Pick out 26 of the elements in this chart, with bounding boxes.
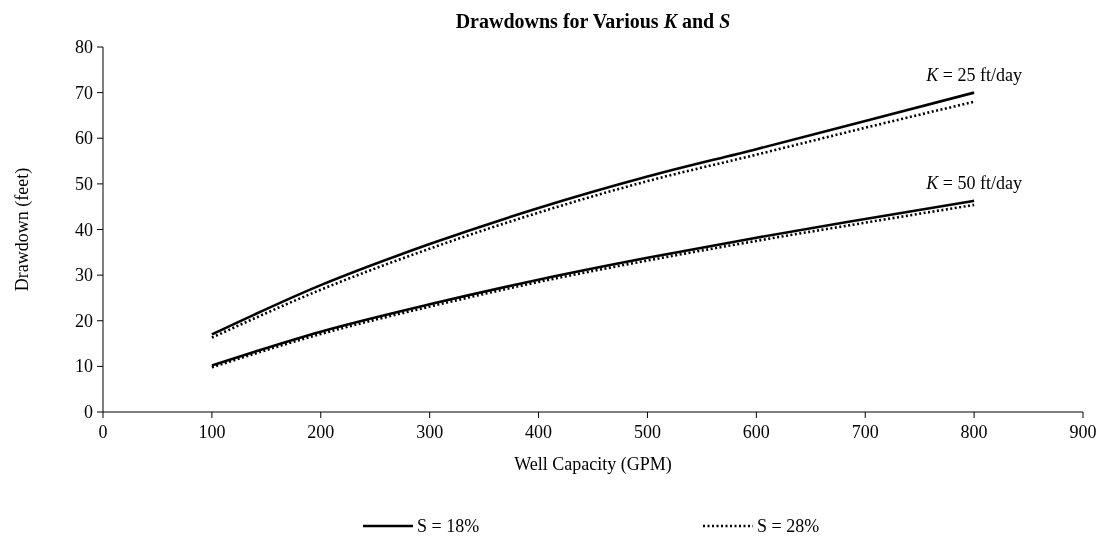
x-tick-label: 100 — [198, 422, 226, 442]
y-axis-title: Drawdown (feet) — [12, 167, 33, 292]
x-axis-title: Well Capacity (GPM) — [514, 454, 672, 475]
y-tick-label: 0 — [84, 402, 93, 422]
x-tick-label: 200 — [307, 422, 335, 442]
legend-label: S = 18% — [417, 516, 480, 536]
x-tick-label: 300 — [416, 422, 444, 442]
y-tick-label: 50 — [75, 173, 93, 194]
x-tick-label: 500 — [633, 422, 661, 442]
x-tick-label: 800 — [960, 422, 988, 442]
y-tick-label: 60 — [75, 128, 93, 149]
y-tick-label: 10 — [75, 356, 93, 377]
x-tick-label: 600 — [742, 422, 770, 442]
annotation: K = 25 ft/day — [925, 64, 1022, 85]
x-tick-label: 700 — [851, 422, 879, 442]
y-tick-label: 80 — [75, 37, 93, 57]
x-tick-label: 0 — [98, 422, 108, 442]
y-tick-label: 30 — [75, 265, 93, 286]
x-tick-label: 400 — [525, 422, 553, 442]
chart-title: Drawdowns for Various K and S — [455, 10, 731, 32]
legend-label: S = 28% — [757, 516, 820, 536]
y-tick-label: 20 — [75, 310, 93, 331]
x-tick-label: 900 — [1069, 422, 1097, 442]
annotation: K = 50 ft/day — [925, 172, 1022, 193]
y-tick-label: 70 — [75, 82, 93, 103]
y-tick-label: 40 — [75, 219, 93, 240]
